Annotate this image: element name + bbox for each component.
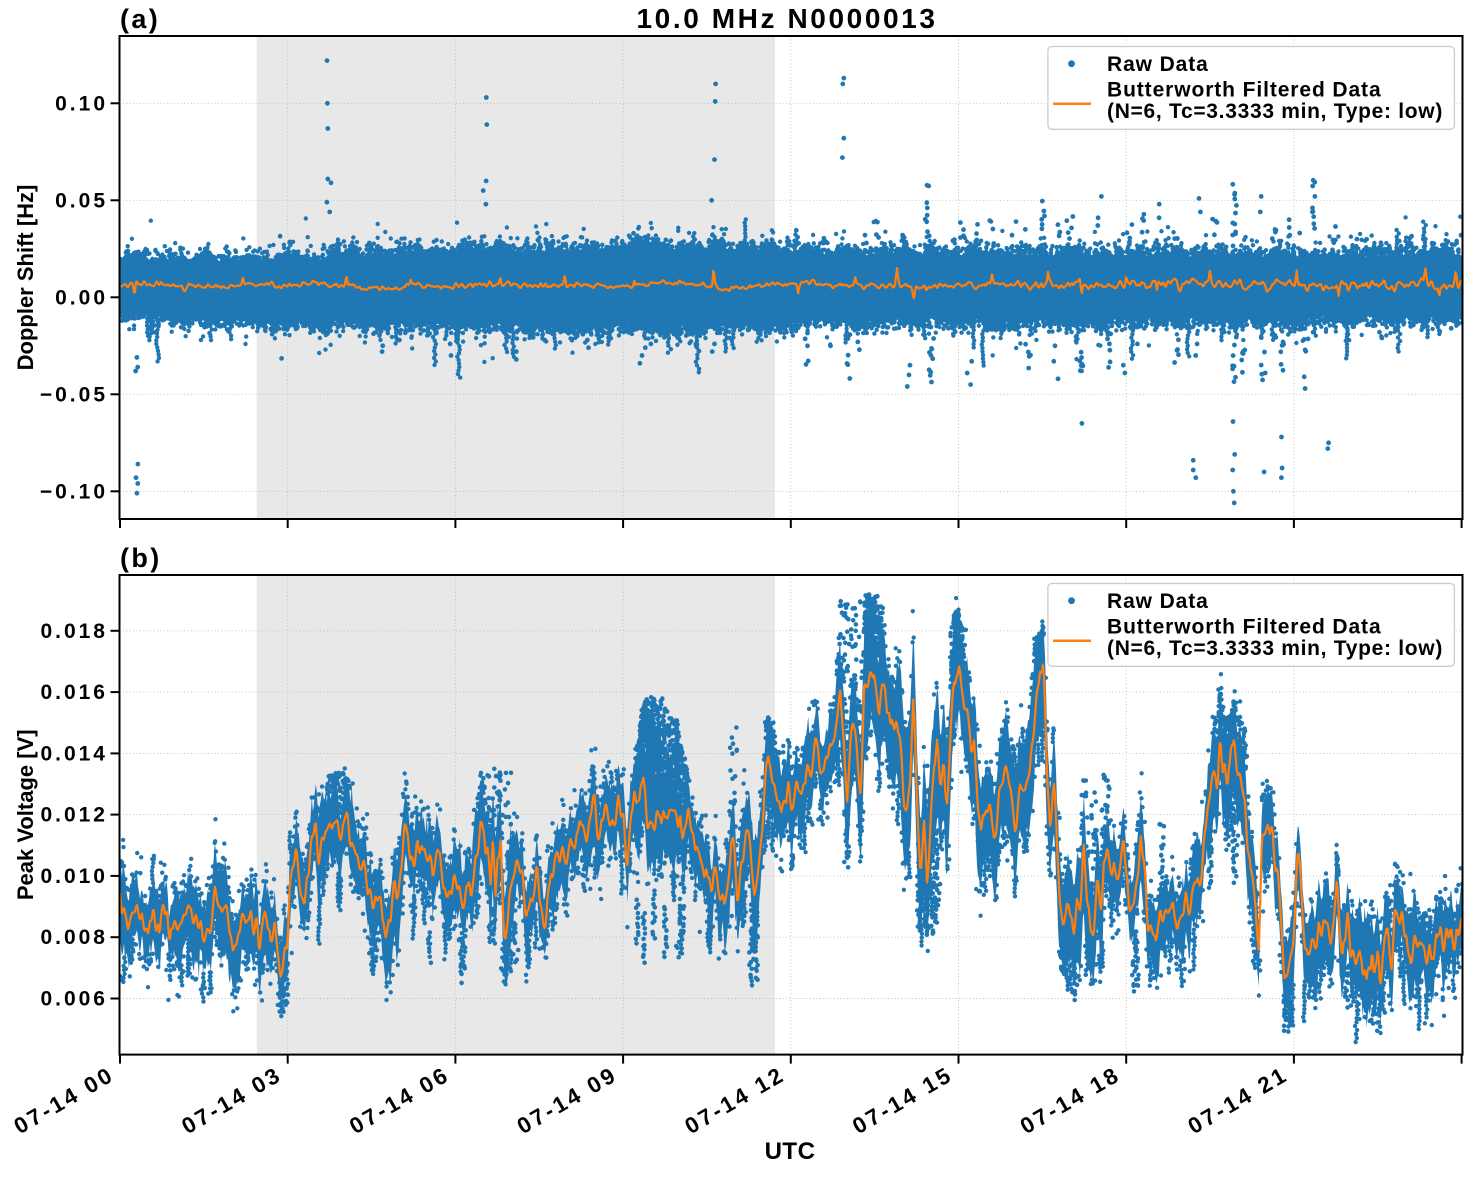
svg-text:0.006: 0.006 — [40, 988, 108, 1011]
svg-text:0.018: 0.018 — [40, 620, 108, 643]
svg-text:Doppler Shift [Hz]: Doppler Shift [Hz] — [13, 185, 38, 371]
svg-text:(N=6, Tc=3.3333 min, Type: low: (N=6, Tc=3.3333 min, Type: low) — [1107, 100, 1443, 123]
svg-text:0.008: 0.008 — [40, 926, 108, 949]
svg-text:0.05: 0.05 — [55, 189, 108, 212]
svg-text:Raw Data: Raw Data — [1107, 53, 1209, 76]
svg-text:(b): (b) — [120, 543, 162, 573]
svg-text:−0.05: −0.05 — [40, 383, 108, 406]
svg-text:Butterworth Filtered Data: Butterworth Filtered Data — [1107, 616, 1382, 639]
svg-text:UTC: UTC — [765, 1138, 816, 1165]
svg-text:0.00: 0.00 — [55, 286, 108, 309]
svg-text:0.010: 0.010 — [40, 865, 108, 888]
svg-text:10.0 MHz N0000013: 10.0 MHz N0000013 — [636, 3, 937, 34]
svg-text:0.016: 0.016 — [40, 681, 108, 704]
svg-text:0.10: 0.10 — [55, 92, 108, 115]
svg-text:(N=6, Tc=3.3333 min, Type: low: (N=6, Tc=3.3333 min, Type: low) — [1107, 637, 1443, 660]
svg-text:0.012: 0.012 — [40, 804, 108, 827]
svg-text:Raw Data: Raw Data — [1107, 590, 1209, 613]
svg-text:Peak Voltage [V]: Peak Voltage [V] — [13, 729, 38, 900]
svg-text:(a): (a) — [120, 4, 160, 34]
svg-text:0.014: 0.014 — [40, 742, 108, 765]
svg-text:Butterworth Filtered Data: Butterworth Filtered Data — [1107, 79, 1382, 102]
svg-text:−0.10: −0.10 — [40, 480, 108, 503]
